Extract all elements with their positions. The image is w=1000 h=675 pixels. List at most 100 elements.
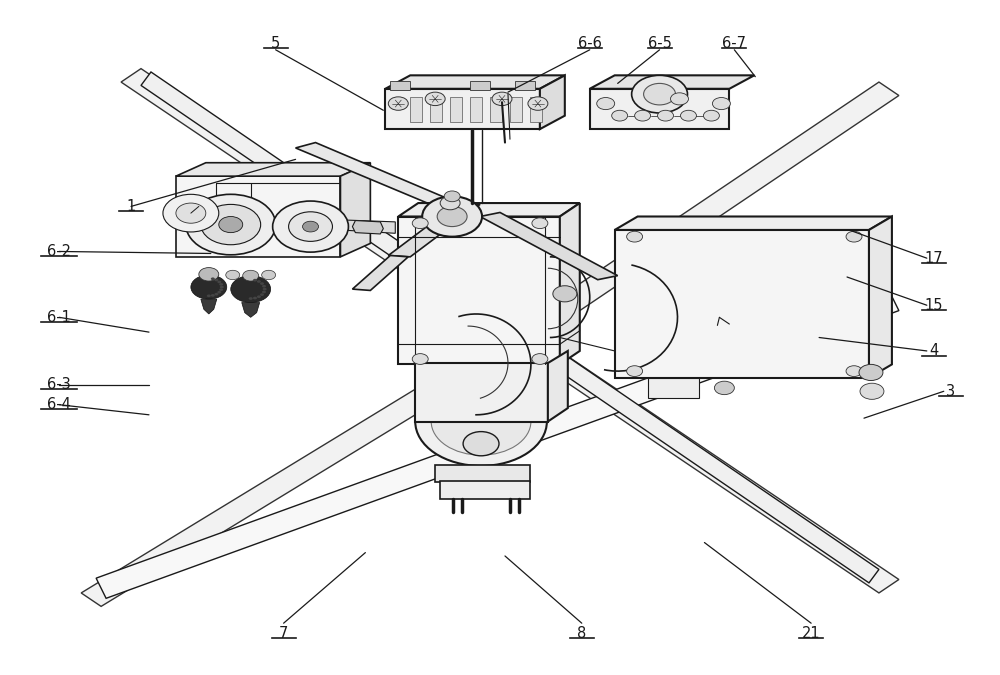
Polygon shape <box>385 76 565 89</box>
Circle shape <box>163 194 219 232</box>
Text: 4: 4 <box>929 344 938 358</box>
Circle shape <box>532 354 548 364</box>
Polygon shape <box>81 338 520 606</box>
Circle shape <box>644 84 676 105</box>
Circle shape <box>219 288 223 291</box>
Polygon shape <box>201 299 217 314</box>
Polygon shape <box>141 72 879 583</box>
Circle shape <box>597 97 615 109</box>
Bar <box>430 97 442 122</box>
Polygon shape <box>500 82 899 351</box>
Circle shape <box>260 293 264 296</box>
Circle shape <box>440 196 460 210</box>
Circle shape <box>217 291 221 294</box>
Polygon shape <box>388 203 480 256</box>
Bar <box>530 97 542 122</box>
Text: 3: 3 <box>946 384 955 399</box>
Circle shape <box>263 288 267 290</box>
Text: 6-5: 6-5 <box>648 36 671 51</box>
Circle shape <box>703 110 719 121</box>
Circle shape <box>214 279 218 281</box>
Circle shape <box>412 218 428 229</box>
Circle shape <box>712 97 730 109</box>
Circle shape <box>714 381 734 395</box>
Circle shape <box>627 232 643 242</box>
Circle shape <box>262 291 266 294</box>
Polygon shape <box>296 142 458 209</box>
Bar <box>450 97 462 122</box>
Polygon shape <box>540 76 565 129</box>
Circle shape <box>463 431 499 456</box>
Polygon shape <box>590 89 729 129</box>
Circle shape <box>658 110 674 121</box>
Circle shape <box>257 296 261 298</box>
Circle shape <box>422 196 482 237</box>
Text: 6-3: 6-3 <box>47 377 71 392</box>
Polygon shape <box>176 176 340 256</box>
Circle shape <box>186 194 276 255</box>
Text: 6-1: 6-1 <box>47 310 71 325</box>
Text: 6-4: 6-4 <box>47 397 71 412</box>
Polygon shape <box>440 481 530 499</box>
Text: 8: 8 <box>577 626 586 641</box>
Circle shape <box>211 294 215 297</box>
Circle shape <box>289 212 332 242</box>
Polygon shape <box>352 221 383 234</box>
Circle shape <box>612 110 628 121</box>
Circle shape <box>201 205 261 245</box>
Circle shape <box>199 267 219 281</box>
Polygon shape <box>340 220 395 234</box>
Polygon shape <box>242 302 260 317</box>
Circle shape <box>627 366 643 377</box>
Circle shape <box>846 232 862 242</box>
Polygon shape <box>415 363 548 421</box>
Circle shape <box>260 282 264 285</box>
Circle shape <box>846 366 862 377</box>
Circle shape <box>859 364 883 381</box>
Polygon shape <box>869 217 892 378</box>
Polygon shape <box>500 324 899 593</box>
Polygon shape <box>480 213 618 279</box>
Circle shape <box>680 110 696 121</box>
Circle shape <box>635 110 651 121</box>
Circle shape <box>176 203 206 223</box>
Circle shape <box>437 207 467 227</box>
Circle shape <box>231 275 271 302</box>
Text: 21: 21 <box>802 626 820 641</box>
Circle shape <box>425 92 445 105</box>
Circle shape <box>214 293 218 296</box>
Circle shape <box>211 277 215 280</box>
Text: 6-6: 6-6 <box>578 36 602 51</box>
Circle shape <box>257 280 261 283</box>
Circle shape <box>273 201 348 252</box>
Bar <box>510 97 522 122</box>
Circle shape <box>431 388 531 455</box>
Bar <box>410 97 422 122</box>
Circle shape <box>528 97 548 110</box>
Circle shape <box>415 377 547 466</box>
Circle shape <box>860 383 884 400</box>
Text: 6-2: 6-2 <box>47 244 71 259</box>
Circle shape <box>262 285 266 288</box>
Circle shape <box>217 281 221 284</box>
Polygon shape <box>352 256 408 290</box>
Bar <box>490 97 502 122</box>
Polygon shape <box>615 230 869 378</box>
Text: 15: 15 <box>925 298 943 313</box>
Circle shape <box>219 217 243 233</box>
Circle shape <box>444 191 460 202</box>
Circle shape <box>412 354 428 364</box>
Polygon shape <box>176 163 370 176</box>
Circle shape <box>191 275 227 299</box>
Circle shape <box>207 294 211 297</box>
Polygon shape <box>96 290 899 598</box>
Circle shape <box>492 92 512 105</box>
Polygon shape <box>121 69 520 338</box>
Circle shape <box>243 270 259 281</box>
Circle shape <box>226 270 240 279</box>
Polygon shape <box>340 163 370 256</box>
Text: 5: 5 <box>271 36 280 51</box>
Circle shape <box>671 92 688 105</box>
Circle shape <box>249 297 253 300</box>
Polygon shape <box>560 203 580 364</box>
